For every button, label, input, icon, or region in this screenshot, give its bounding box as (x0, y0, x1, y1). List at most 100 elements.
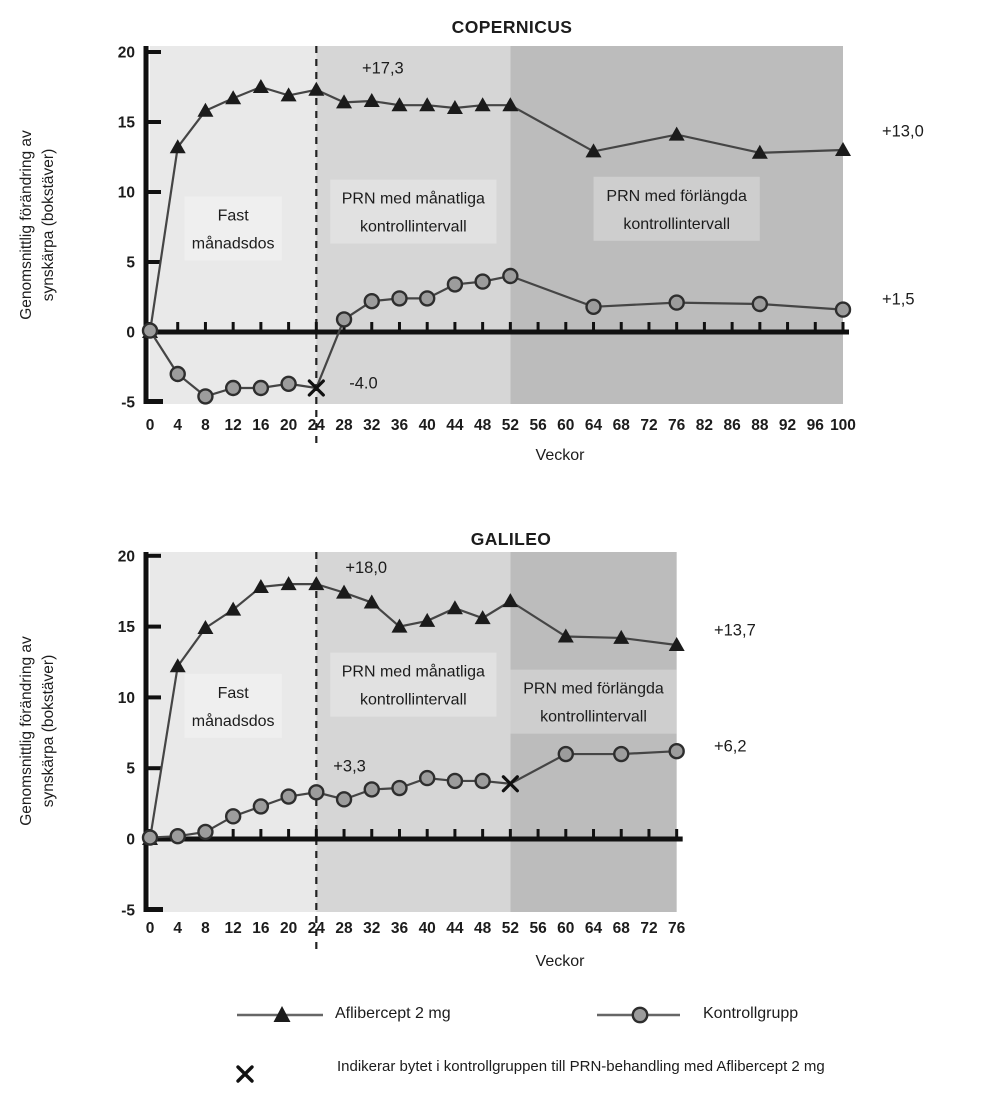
svg-text:0: 0 (146, 920, 155, 937)
switch-x-marker (501, 775, 519, 793)
svg-text:92: 92 (779, 417, 796, 434)
svg-text:0: 0 (146, 417, 155, 434)
svg-text:72: 72 (640, 920, 657, 937)
svg-text:44: 44 (446, 920, 464, 937)
svg-text:+18,0: +18,0 (345, 559, 387, 577)
svg-text:4: 4 (173, 920, 182, 937)
svg-text:+6,2: +6,2 (714, 738, 747, 756)
svg-text:28: 28 (335, 920, 353, 937)
svg-text:kontrollintervall: kontrollintervall (540, 709, 647, 726)
legend-label-aflibercept: Aflibercept 2 mg (335, 1005, 451, 1022)
phase-regions: Fast månadsdos PRN med månatliga kontrollin… (150, 46, 843, 404)
svg-text:56: 56 (529, 417, 547, 434)
y-axis: 20 15 10 5 0 -5 (118, 45, 163, 412)
svg-text:48: 48 (474, 417, 492, 434)
svg-text:15: 15 (118, 115, 136, 132)
x-axis: 0 4 8 12 16 20 24 28 32 36 40 44 48 52 56 60 64 68 72 76 (143, 829, 686, 937)
footnote-text: Indikerar bytet i kontrollgruppen till P… (337, 1058, 825, 1075)
svg-text:12: 12 (225, 920, 242, 937)
svg-text:88: 88 (751, 417, 769, 434)
svg-text:16: 16 (252, 920, 270, 937)
circle-line-marker-icon (597, 1006, 680, 1024)
svg-text:Fast: Fast (218, 207, 250, 224)
legend-item-aflibercept: Aflibercept 2 mg (237, 1002, 451, 1026)
svg-text:44: 44 (446, 417, 464, 434)
svg-text:-4.0: -4.0 (349, 374, 377, 392)
svg-text:8: 8 (201, 920, 210, 937)
svg-text:PRN med månatliga: PRN med månatliga (342, 663, 485, 681)
phase-regions: Fast månadsdos PRN med månatliga kontrollin… (150, 552, 677, 912)
switch-footnote: Indikerar bytet i kontrollgruppen till P… (235, 1058, 825, 1084)
svg-text:82: 82 (696, 417, 713, 434)
svg-text:86: 86 (723, 417, 741, 434)
charts-canvas: Fast månadsdos PRN med månatliga kontrollin… (18, 17, 924, 970)
svg-text:månadsdos: månadsdos (192, 712, 275, 730)
svg-text:20: 20 (280, 417, 297, 434)
svg-text:64: 64 (585, 920, 603, 937)
svg-text:24: 24 (308, 417, 326, 434)
legend-label-kontrollgrupp: Kontrollgrupp (703, 1005, 799, 1022)
svg-text:PRN med månatliga: PRN med månatliga (342, 190, 485, 208)
svg-text:72: 72 (640, 417, 657, 434)
svg-text:10: 10 (118, 690, 135, 707)
svg-text:+1,5: +1,5 (882, 290, 915, 308)
svg-text:+13,0: +13,0 (882, 122, 924, 140)
svg-text:20: 20 (280, 920, 297, 937)
legend-item-kontrollgrupp: Kontrollgrupp (597, 1002, 798, 1026)
svg-text:68: 68 (613, 417, 631, 434)
svg-text:GALILEO: GALILEO (471, 529, 552, 549)
switch-x-marker (307, 379, 325, 397)
svg-text:36: 36 (391, 417, 409, 434)
svg-text:0: 0 (126, 325, 135, 342)
svg-text:60: 60 (557, 920, 574, 937)
svg-text:32: 32 (363, 920, 380, 937)
svg-text:76: 76 (668, 920, 686, 937)
svg-text:månadsdos: månadsdos (192, 234, 275, 252)
svg-text:40: 40 (419, 417, 436, 434)
svg-text:64: 64 (585, 417, 603, 434)
svg-text:20: 20 (118, 45, 135, 62)
svg-text:-5: -5 (121, 902, 135, 919)
svg-text:28: 28 (335, 417, 353, 434)
svg-text:+3,3: +3,3 (333, 757, 366, 775)
svg-text:96: 96 (807, 417, 825, 434)
svg-text:COPERNICUS: COPERNICUS (452, 17, 573, 37)
svg-text:52: 52 (502, 417, 519, 434)
y-axis: 20 15 10 5 0 -5 (118, 548, 163, 919)
svg-text:68: 68 (613, 920, 631, 937)
svg-text:Fast: Fast (218, 685, 250, 702)
x-axis: 0 4 8 12 16 20 24 28 32 36 40 44 48 52 56 60 64 68 72 76 82 8… (143, 322, 856, 434)
svg-text:15: 15 (118, 619, 136, 636)
svg-text:48: 48 (474, 920, 492, 937)
svg-text:4: 4 (173, 417, 182, 434)
svg-text:56: 56 (529, 920, 547, 937)
svg-text:PRN med förlängda: PRN med förlängda (523, 681, 664, 698)
svg-text:Genomsnittlig förändring av: Genomsnittlig förändring av (18, 130, 35, 320)
svg-text:-5: -5 (121, 395, 135, 412)
svg-text:60: 60 (557, 417, 574, 434)
svg-text:Genomsnittlig förändring av: Genomsnittlig förändring av (18, 636, 35, 826)
svg-text:0: 0 (126, 832, 135, 849)
svg-text:+13,7: +13,7 (714, 621, 756, 639)
svg-text:PRN med förlängda: PRN med förlängda (606, 188, 747, 205)
svg-text:8: 8 (201, 417, 210, 434)
svg-text:synskärpa (bokstäver): synskärpa (bokstäver) (40, 655, 57, 807)
series-kontrollgrupp (141, 267, 852, 405)
svg-text:52: 52 (502, 920, 519, 937)
svg-text:16: 16 (252, 417, 270, 434)
svg-text:kontrollintervall: kontrollintervall (360, 219, 467, 236)
galileo-chart: Fast månadsdos PRN med månatliga kontrollin… (18, 529, 756, 970)
svg-text:+17,3: +17,3 (362, 59, 404, 77)
svg-text:5: 5 (126, 255, 135, 272)
triangle-line-marker-icon (237, 1006, 323, 1022)
svg-text:Veckor: Veckor (536, 953, 586, 970)
x-marker-icon (236, 1065, 254, 1083)
series-kontrollgrupp (141, 743, 685, 846)
svg-text:synskärpa (bokstäver): synskärpa (bokstäver) (40, 149, 57, 301)
svg-text:5: 5 (126, 761, 135, 778)
svg-text:Veckor: Veckor (536, 447, 586, 464)
svg-text:24: 24 (308, 920, 326, 937)
svg-text:20: 20 (118, 548, 135, 565)
svg-text:76: 76 (668, 417, 686, 434)
svg-text:12: 12 (225, 417, 242, 434)
